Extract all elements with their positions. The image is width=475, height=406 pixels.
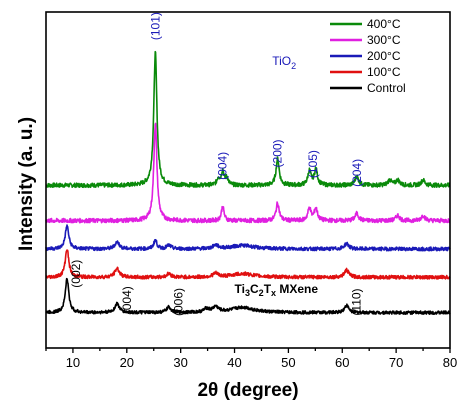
series-line-3 [45,249,451,280]
peak-label: (004) [120,286,134,314]
peak-label: (105) [306,150,320,178]
series-line-0 [45,50,451,189]
x-tick-label: 70 [389,355,403,370]
peak-label: (101) [148,12,162,40]
legend: 400°C 300°C 200°C 100°C Control [330,17,406,95]
x-tick-label: 80 [443,355,457,370]
legend-label: 200°C [367,49,401,63]
x-tick-label: 30 [173,355,187,370]
series-layer [45,50,451,315]
peak-label: (004) [216,152,230,180]
peak-label: (002) [69,260,83,288]
x-tick-label: 50 [281,355,295,370]
series-line-1 [45,122,451,224]
mxene-phase-label: Ti3C2Tx MXene [235,282,319,298]
series-line-4 [45,277,451,315]
ticks-layer: 10 20 30 40 50 60 70 80 [45,348,457,370]
peak-label: (006) [172,288,186,316]
x-tick-label: 20 [120,355,134,370]
tio2-phase-label: TiO2 [272,54,296,71]
annotation-layer: (101) (004) (200) (105) (204) (002) (004) (006)… [69,12,364,316]
legend-label: 400°C [367,17,401,31]
legend-label: 300°C [367,33,401,47]
peak-label: (200) [271,139,285,167]
legend-label: 100°C [367,65,401,79]
peak-label: (204) [350,159,364,187]
y-axis-title: Intensity (a. u.) [16,117,37,251]
x-tick-label: 60 [335,355,349,370]
x-tick-label: 10 [66,355,80,370]
peak-label: (110) [349,288,363,315]
legend-label: Control [367,81,406,95]
series-line-2 [45,224,451,252]
x-axis-title: 2θ (degree) [197,380,298,401]
x-tick-label: 40 [227,355,241,370]
plot-frame [45,11,451,349]
